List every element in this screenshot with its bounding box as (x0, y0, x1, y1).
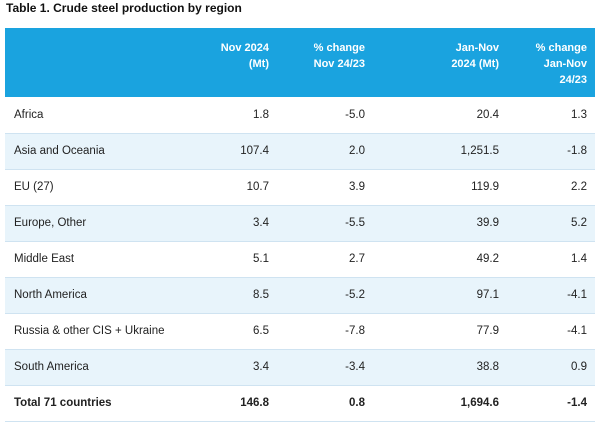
ytd-cell: 97.1 (476, 289, 499, 301)
header-nov-line2: (Mt) (248, 58, 269, 70)
nov-change-cell: 3.9 (349, 181, 365, 193)
header-ytd-line1: Jan-Nov (455, 42, 499, 54)
total-ytd-change-cell: -1.4 (567, 397, 587, 409)
region-cell: Middle East (14, 253, 75, 265)
header-ytd-change: % change Jan-Nov 24/23 (507, 28, 595, 97)
ytd-change-cell: 1.4 (571, 253, 587, 265)
nov-cell: 6.5 (253, 325, 269, 337)
ytd-cell: 49.2 (476, 253, 499, 265)
ytd-cell: 20.4 (476, 108, 499, 121)
ytd-change-cell: -1.8 (567, 145, 587, 157)
ytd-change-cell: -4.1 (567, 325, 587, 337)
total-nov-cell: 146.8 (240, 397, 269, 409)
header-nov-change-line1: % change (313, 42, 365, 54)
header-nov-change-line2: Nov 24/23 (313, 58, 365, 70)
steel-production-table: Nov 2024 (Mt) % change Nov 24/23 Jan-Nov… (5, 28, 595, 422)
ytd-cell: 1,251.5 (460, 145, 499, 157)
table-caption: Table 1. Crude steel production by regio… (6, 1, 242, 15)
ytd-change-cell: -4.1 (567, 289, 587, 301)
region-cell: Europe, Other (14, 217, 87, 229)
ytd-cell: 77.9 (476, 325, 499, 337)
nov-cell: 3.4 (253, 361, 269, 373)
nov-change-cell: -5.5 (345, 217, 365, 229)
header-ytd-line2: 2024 (Mt) (451, 58, 499, 70)
nov-change-cell: -5.0 (345, 108, 365, 121)
total-nov-change-cell: 0.8 (349, 397, 365, 409)
nov-cell: 1.8 (253, 108, 269, 121)
nov-change-cell: -3.4 (345, 361, 365, 373)
table-row: EU (27) 10.7 3.9 119.9 2.2 (5, 169, 595, 205)
ytd-cell: 38.8 (476, 361, 499, 373)
nov-change-cell: -5.2 (345, 289, 365, 301)
nov-change-cell: 2.7 (349, 253, 365, 265)
total-ytd-cell: 1,694.6 (460, 397, 499, 409)
nov-cell: 8.5 (253, 289, 269, 301)
ytd-cell: 119.9 (471, 181, 499, 193)
header-row: Nov 2024 (Mt) % change Nov 24/23 Jan-Nov… (5, 28, 595, 97)
table-row: South America 3.4 -3.4 38.8 0.9 (5, 349, 595, 385)
table-row: Africa 1.8 -5.0 20.4 1.3 (5, 97, 595, 133)
nov-cell: 3.4 (253, 217, 269, 229)
ytd-cell: 39.9 (476, 217, 499, 229)
table-row: North America 8.5 -5.2 97.1 -4.1 (5, 277, 595, 313)
region-cell: Africa (14, 108, 44, 121)
table-row: Europe, Other 3.4 -5.5 39.9 5.2 (5, 205, 595, 241)
nov-change-cell: 2.0 (349, 145, 365, 157)
region-cell: South America (14, 361, 89, 373)
table-row: Asia and Oceania 107.4 2.0 1,251.5 -1.8 (5, 133, 595, 169)
ytd-change-cell: 1.3 (571, 108, 587, 121)
total-row: Total 71 countries 146.8 0.8 1,694.6 -1.… (5, 385, 595, 421)
nov-change-cell: -7.8 (345, 325, 365, 337)
region-cell: Russia & other CIS + Ukraine (14, 325, 165, 337)
ytd-change-cell: 0.9 (571, 361, 587, 373)
header-ytd-change-line1: % change (535, 42, 587, 54)
nov-cell: 107.4 (240, 145, 269, 157)
header-ytd: Jan-Nov 2024 (Mt) (373, 28, 507, 97)
header-nov-change: % change Nov 24/23 (277, 28, 373, 97)
header-ytd-change-line2: Jan-Nov (543, 58, 587, 70)
region-cell: EU (27) (14, 181, 54, 193)
header-nov-line1: Nov 2024 (220, 42, 269, 54)
header-region (5, 28, 210, 97)
table-row: Russia & other CIS + Ukraine 6.5 -7.8 77… (5, 313, 595, 349)
region-cell: Asia and Oceania (14, 145, 105, 157)
nov-cell: 10.7 (246, 181, 269, 193)
total-region-cell: Total 71 countries (14, 397, 112, 409)
region-cell: North America (14, 289, 87, 301)
header-nov: Nov 2024 (Mt) (210, 28, 277, 97)
table-row: Middle East 5.1 2.7 49.2 1.4 (5, 241, 595, 277)
nov-cell: 5.1 (253, 253, 269, 265)
header-ytd-change-line3: 24/23 (559, 74, 587, 86)
ytd-change-cell: 5.2 (571, 217, 587, 229)
ytd-change-cell: 2.2 (571, 181, 587, 193)
